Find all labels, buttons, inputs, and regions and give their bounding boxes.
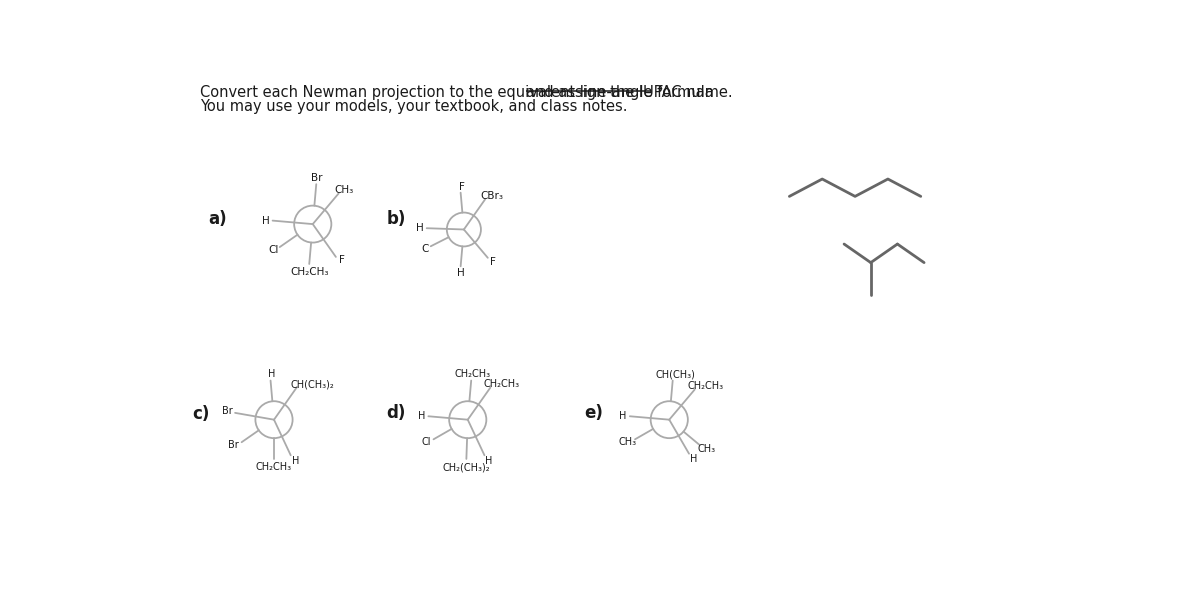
Text: H: H (418, 411, 425, 421)
Text: F: F (460, 181, 466, 192)
Text: and assign the IUPAC name.: and assign the IUPAC name. (526, 85, 733, 100)
Text: b): b) (386, 211, 406, 229)
Text: CH₂CH₃: CH₂CH₃ (688, 381, 724, 391)
Text: F: F (340, 255, 346, 265)
Text: Br: Br (311, 173, 322, 183)
Text: You may use your models, your textbook, and class notes.: You may use your models, your textbook, … (200, 99, 628, 115)
Text: Br: Br (228, 440, 239, 450)
Text: d): d) (386, 404, 406, 421)
Text: H: H (416, 223, 424, 233)
Text: c): c) (193, 405, 210, 423)
Text: Convert each Newman projection to the equivalent line-angle formula: Convert each Newman projection to the eq… (200, 85, 719, 100)
Text: Cl: Cl (269, 245, 278, 255)
Text: H: H (457, 268, 464, 278)
Text: a): a) (208, 211, 227, 229)
Text: e): e) (584, 404, 602, 421)
Text: H: H (262, 216, 270, 226)
Text: H: H (619, 411, 626, 421)
Text: CH(CH₃): CH(CH₃) (655, 370, 695, 380)
Text: F: F (491, 257, 496, 267)
Text: H: H (690, 454, 697, 464)
Text: H: H (292, 456, 299, 466)
Text: CH₂(CH₃)₂: CH₂(CH₃)₂ (443, 463, 490, 472)
Text: CH₂CH₃: CH₂CH₃ (455, 368, 491, 378)
Text: CH₃: CH₃ (697, 444, 715, 454)
Text: CH₂CH₃: CH₂CH₃ (256, 461, 292, 472)
Text: CH₂CH₃: CH₂CH₃ (484, 378, 520, 389)
Text: CBr₃: CBr₃ (481, 191, 504, 201)
Text: Br: Br (222, 407, 233, 416)
Text: CH₂CH₃: CH₂CH₃ (290, 267, 329, 276)
Text: C: C (421, 244, 428, 254)
Text: CH₃: CH₃ (619, 438, 637, 447)
Text: Cl: Cl (421, 438, 431, 447)
Text: CH(CH₃)₂: CH(CH₃)₂ (290, 380, 334, 389)
Text: CH₃: CH₃ (335, 184, 354, 195)
Text: H: H (486, 456, 493, 466)
Text: H: H (269, 370, 276, 380)
